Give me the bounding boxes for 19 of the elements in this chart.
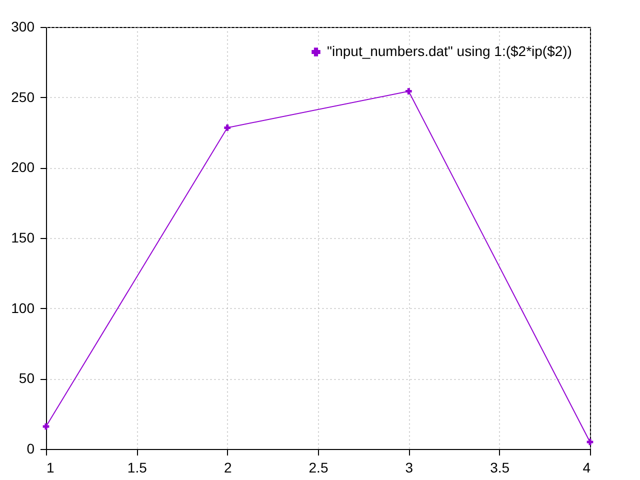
legend-label: "input_numbers.dat" using 1:($2*ip($2)) <box>327 43 572 59</box>
y-tick-label: 50 <box>18 370 35 386</box>
point <box>42 423 50 430</box>
point <box>586 438 594 446</box>
point <box>224 124 230 131</box>
x-tick-label: 2 <box>224 460 232 476</box>
x-tick-label: 1 <box>46 460 54 476</box>
y-tick-label: 0 <box>26 440 35 456</box>
y-tick-label: 100 <box>11 300 35 316</box>
point <box>406 88 412 94</box>
y-tick-label: 200 <box>11 159 35 176</box>
x-tick-label: 1.5 <box>127 460 148 476</box>
x-tick-label: 3.5 <box>490 460 510 476</box>
x-tick-label: 4 <box>582 460 591 476</box>
y-tick-label: 250 <box>11 88 35 105</box>
y-tick-label: 300 <box>11 18 35 34</box>
y-tick-label: 150 <box>11 230 35 246</box>
x-tick-label: 2.5 <box>308 460 328 476</box>
x-tick-label: 3 <box>405 460 414 476</box>
